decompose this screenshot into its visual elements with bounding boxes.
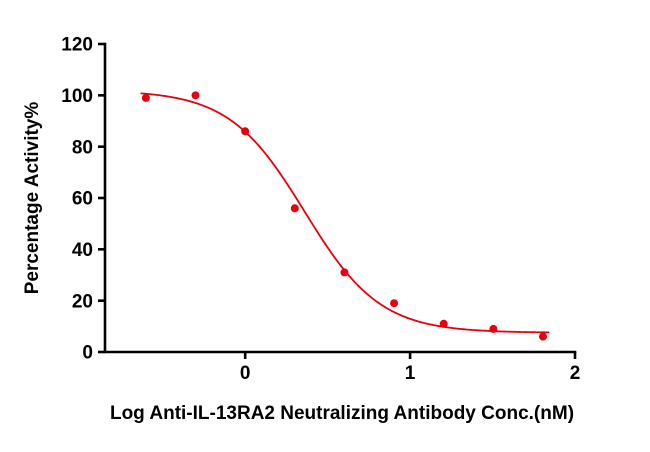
data-point — [489, 324, 498, 333]
y-tick-label: 80 — [72, 137, 93, 158]
data-point — [191, 91, 200, 100]
data-point — [439, 319, 448, 328]
data-point — [141, 93, 150, 102]
axes-frame — [103, 42, 577, 354]
fit-curve — [140, 92, 550, 334]
y-tick-label: 40 — [72, 240, 93, 261]
y-tick-label: 0 — [82, 343, 93, 364]
y-axis-title: Percentage Activity% — [22, 101, 43, 295]
y-tick-label: 60 — [72, 189, 93, 210]
data-point — [290, 204, 299, 213]
data-point — [390, 299, 399, 308]
y-tick-label: 100 — [61, 86, 93, 107]
x-tick-label: 1 — [405, 363, 416, 384]
x-tick-label: 2 — [570, 363, 581, 384]
data-point — [539, 332, 548, 341]
x-tick-label: 0 — [240, 363, 251, 384]
y-tick-label: 120 — [61, 35, 93, 56]
x-axis-title: Log Anti-IL-13RA2 Neutralizing Antibody … — [109, 403, 575, 424]
data-point — [340, 268, 349, 277]
y-tick-label: 20 — [72, 291, 93, 312]
data-point — [241, 127, 250, 136]
